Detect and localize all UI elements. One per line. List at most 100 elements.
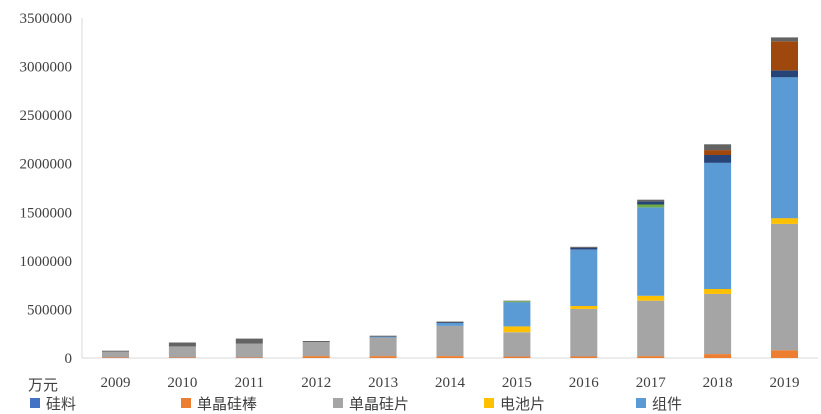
bar-segment-组件-2019 [771, 77, 798, 219]
bar-segment-series-5-2014 [436, 322, 464, 323]
bar-segment-单晶硅棒-2010 [168, 357, 196, 358]
bar-segment-组件-2015 [503, 302, 531, 327]
bar-segment-series-5-2017 [637, 201, 665, 205]
bar-segment-series-4-2015 [503, 301, 531, 303]
bar-segment-series-7-2017 [637, 199, 665, 202]
bar-segment-单晶硅棒-2017 [637, 356, 665, 358]
bar-segment-series-7-2015 [503, 300, 531, 302]
legend-item: 电池片 [484, 395, 545, 413]
bar-segment-单晶硅棒-2015 [503, 356, 531, 358]
bar-segment-电池片-2016 [570, 306, 598, 309]
bar-segment-单晶硅棒-2009 [102, 357, 129, 358]
legend-item: 硅料 [30, 395, 76, 413]
bar-stack-2009 [102, 350, 129, 358]
bar-segment-series-7-2018 [704, 144, 732, 151]
y-tick-label: 500000 [27, 302, 72, 318]
bar-segment-series-7-2019 [771, 37, 798, 42]
bar-segment-单晶硅片-2018 [704, 293, 732, 355]
legend-swatch [181, 398, 191, 408]
bar-segment-电池片-2015 [503, 326, 531, 333]
bar-segment-单晶硅棒-2016 [570, 356, 598, 358]
bar-segment-组件-2013 [369, 336, 397, 338]
y-axis-unit-label: 万元 [28, 376, 58, 394]
bar-segment-组件-2017 [637, 207, 665, 296]
bar-segment-单晶硅棒-2013 [369, 356, 397, 358]
legend-item: 单晶硅棒 [181, 395, 257, 413]
bar-segment-单晶硅棒-2014 [436, 356, 464, 358]
bar-segment-组件-2014 [436, 323, 464, 326]
legend-item: 单晶硅片 [333, 395, 409, 413]
bar-segment-单晶硅棒-2011 [235, 357, 263, 358]
bar-segment-单晶硅片-2011 [235, 343, 263, 358]
legend-label: 硅料 [46, 395, 76, 413]
x-tick-label: 2016 [569, 375, 600, 391]
x-tick-label: 2018 [703, 375, 733, 391]
x-tick-labels: 2009 2010 2011 2012 2013 2014 2015 2016 2017 2018… [101, 375, 800, 391]
x-tick-label: 2015 [502, 375, 532, 391]
bar-segment-series-7-2012 [302, 341, 330, 342]
y-tick-label: 0 [65, 351, 73, 367]
bar-segment-单晶硅棒-2012 [302, 356, 330, 358]
bar-stack-2010 [168, 342, 196, 358]
bar-segment-单晶硅片-2010 [168, 346, 196, 358]
bar-segment-series-7-2014 [436, 321, 464, 323]
x-tick-label: 2010 [167, 375, 197, 391]
x-tick-label: 2019 [770, 375, 800, 391]
bar-segment-单晶硅片-2015 [503, 332, 531, 357]
y-tick-label: 3000000 [20, 60, 73, 76]
y-tick-label: 1500000 [20, 205, 73, 221]
bar-segment-单晶硅片-2019 [771, 223, 798, 351]
y-tick-label: 2000000 [20, 157, 73, 173]
bar-segment-series-7-2013 [369, 335, 397, 337]
bar-segment-单晶硅片-2017 [637, 300, 665, 357]
bar-stack-2013 [369, 335, 397, 358]
legend-label: 电池片 [500, 395, 545, 413]
x-tick-label: 2012 [301, 375, 331, 391]
bar-segment-电池片-2018 [704, 289, 732, 294]
bar-segment-series-5-2018 [704, 155, 732, 163]
bar-segment-series-7-2011 [235, 338, 263, 344]
bar-segment-series-6-2018 [704, 150, 732, 155]
legend-swatch [636, 398, 646, 408]
legend-swatch [333, 398, 343, 408]
bar-stacks [102, 37, 798, 358]
bar-stack-2016 [570, 246, 598, 358]
y-tick-label: 1000000 [20, 254, 73, 270]
bar-segment-series-5-2016 [570, 247, 598, 250]
x-tick-label: 2014 [435, 375, 466, 391]
bar-stack-2011 [235, 338, 263, 358]
legend-label: 单晶硅片 [349, 395, 409, 413]
bar-segment-单晶硅棒-2018 [704, 354, 732, 358]
y-tick-label: 2500000 [20, 108, 73, 124]
bar-segment-单晶硅片-2013 [369, 337, 397, 357]
bar-segment-series-7-2009 [102, 350, 129, 352]
y-tick-label: 3500000 [20, 11, 73, 27]
legend-swatch [30, 398, 40, 408]
y-tick-labels: 0 500000 1000000 1500000 2000000 2500000 30000… [20, 11, 73, 367]
bar-segment-series-6-2019 [771, 41, 798, 71]
x-tick-label: 2009 [101, 375, 131, 391]
bar-segment-组件-2016 [570, 249, 598, 306]
bar-segment-series-7-2010 [168, 342, 196, 347]
x-tick-label: 2013 [368, 375, 398, 391]
bar-segment-单晶硅棒-2019 [771, 350, 798, 358]
bar-stack-2018 [704, 144, 732, 358]
legend-swatch [484, 398, 494, 408]
bar-segment-组件-2018 [704, 162, 732, 289]
bar-segment-单晶硅片-2014 [436, 325, 464, 356]
bar-segment-电池片-2019 [771, 218, 798, 224]
bar-segment-series-5-2019 [771, 70, 798, 78]
bar-stack-2019 [771, 37, 798, 358]
bar-segment-单晶硅片-2009 [102, 351, 129, 358]
x-tick-label: 2011 [235, 375, 264, 391]
bar-segment-单晶硅片-2016 [570, 308, 598, 357]
bar-stack-2014 [436, 321, 464, 358]
bar-segment-单晶硅片-2012 [302, 342, 330, 357]
x-tick-label: 2017 [636, 375, 667, 391]
bar-stack-2012 [302, 341, 330, 358]
bar-stack-2017 [637, 199, 665, 358]
bar-segment-series-7-2016 [570, 246, 598, 248]
bar-stack-2015 [503, 300, 531, 358]
legend: 硅料 单晶硅棒 单晶硅片 电池片 组件 [30, 395, 682, 413]
